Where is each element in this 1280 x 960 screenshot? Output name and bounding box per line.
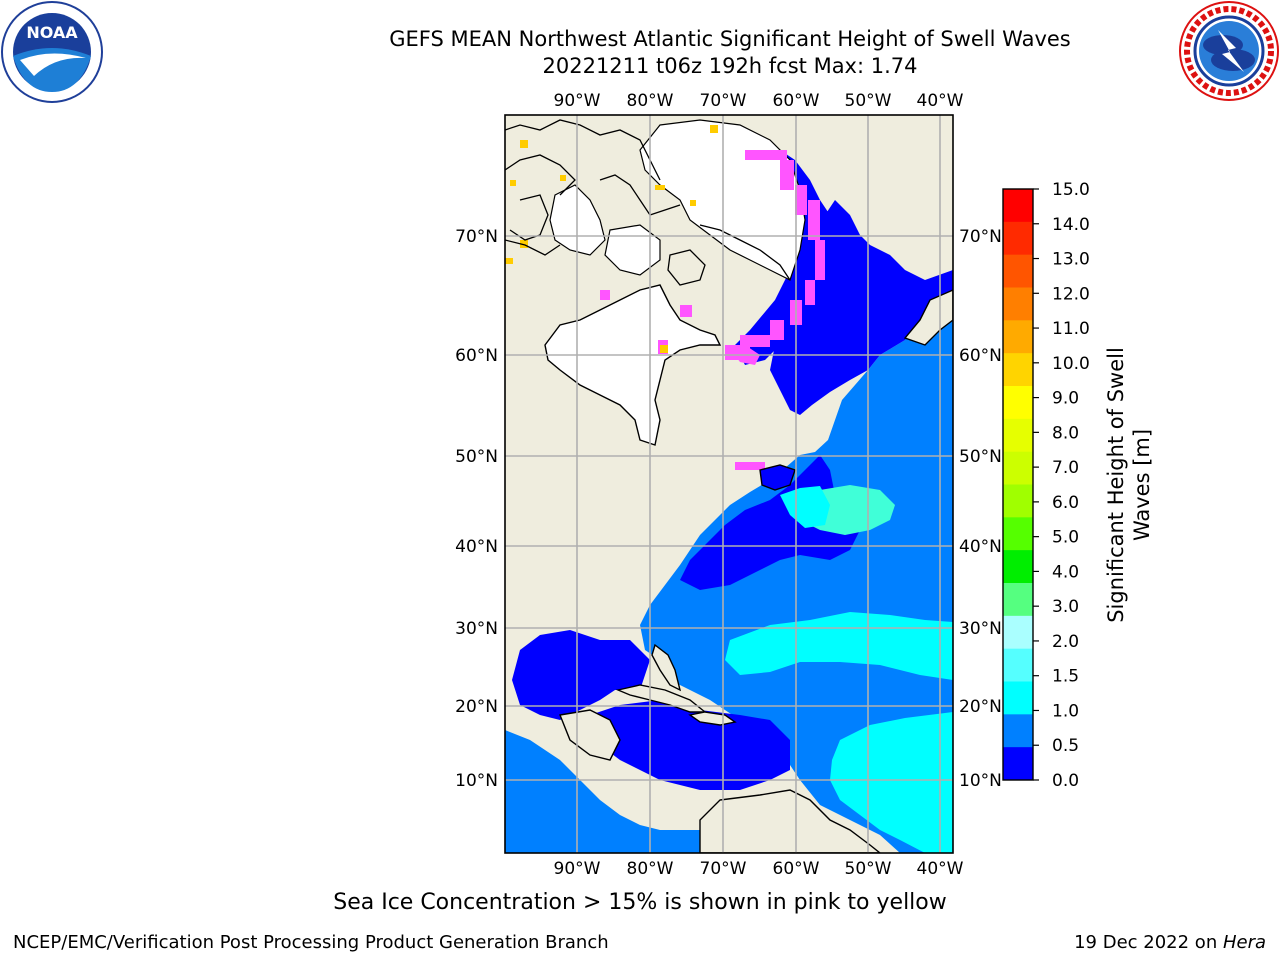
- lon-label-top: 80°W: [627, 91, 674, 111]
- lat-label-right: 40°N: [959, 537, 1002, 557]
- footer-credit: NCEP/EMC/Verification Post Processing Pr…: [13, 932, 609, 953]
- lat-labels-left: 10°N 20°N 30°N 40°N 50°N 60°N 70°N: [455, 227, 498, 791]
- colorbar-tick-label: 10.0: [1052, 354, 1090, 374]
- lat-label-right: 30°N: [959, 619, 1002, 639]
- colorbar-tick-label: 15.0: [1052, 180, 1090, 200]
- colorbar-segment: [1003, 747, 1033, 781]
- colorbar-segment: [1003, 287, 1033, 321]
- lon-label-bottom: 40°W: [917, 859, 964, 879]
- lon-label-top: 70°W: [700, 91, 747, 111]
- colorbar-frame: [1002, 188, 1034, 781]
- colorbar-tick-label: 0.5: [1052, 736, 1079, 756]
- colorbar-segment: [1003, 648, 1033, 682]
- footer-date-text: 19 Dec 2022 on: [1074, 932, 1223, 953]
- lon-label-top: 40°W: [917, 91, 964, 111]
- colorbar-tick-label: 0.0: [1052, 771, 1079, 791]
- chart-title: GEFS MEAN Northwest Atlantic Significant…: [389, 27, 1071, 51]
- colorbar-segment: [1003, 550, 1033, 584]
- colorbar-tick-label: 14.0: [1052, 215, 1090, 235]
- colorbar-tick-label: 4.0: [1052, 562, 1079, 582]
- colorbar-tick-label: 6.0: [1052, 493, 1079, 513]
- ocean-caribbean-sea: [590, 700, 790, 790]
- colorbar-tick-label: 9.0: [1052, 389, 1079, 409]
- colorbar-segment: [1003, 583, 1033, 617]
- lon-label-top: 50°W: [845, 91, 892, 111]
- lat-label-left: 60°N: [455, 346, 498, 366]
- colorbar-tick-label: 7.0: [1052, 458, 1079, 478]
- lat-label-right: 60°N: [959, 346, 1002, 366]
- lon-label-top: 90°W: [554, 91, 601, 111]
- colorbar-tick-label: 11.0: [1052, 319, 1090, 339]
- gridlines: [505, 115, 953, 853]
- ocean-caribbean: [512, 630, 650, 720]
- lon-label-bottom: 60°W: [773, 859, 820, 879]
- lat-label-left: 30°N: [455, 619, 498, 639]
- chart-subtitle: 20221211 t06z 192h fcst Max: 1.74: [542, 54, 918, 78]
- lat-label-right: 70°N: [959, 227, 1002, 247]
- sea-ice-edge: [600, 150, 825, 470]
- lat-label-left: 40°N: [455, 537, 498, 557]
- colorbar-segment: [1003, 353, 1033, 387]
- map-frame: [504, 114, 954, 854]
- colorbar-segment: [1003, 451, 1033, 485]
- colorbar-label-line2: Waves [m]: [1130, 429, 1154, 541]
- colorbar-tick-label: 13.0: [1052, 250, 1090, 270]
- colorbar-tick-label: 12.0: [1052, 284, 1090, 304]
- colorbar-tick-label: 8.0: [1052, 423, 1079, 443]
- ice-hudson-bay: [544, 284, 722, 446]
- lon-label-bottom: 90°W: [554, 859, 601, 879]
- colorbar-tick-label: 2.0: [1052, 632, 1079, 652]
- colorbar-segment: [1003, 221, 1033, 256]
- swell-cyan-central: [725, 612, 953, 680]
- lat-label-right: 10°N: [959, 771, 1002, 791]
- swell-cyan-north-outer: [780, 486, 830, 528]
- footer-host: Hera: [1222, 932, 1266, 953]
- lat-label-right: 50°N: [959, 447, 1002, 467]
- lat-label-left: 50°N: [455, 447, 498, 467]
- lon-label-bottom: 50°W: [845, 859, 892, 879]
- lat-label-left: 10°N: [455, 771, 498, 791]
- ocean-pacific: [505, 730, 770, 853]
- lat-label-left: 70°N: [455, 227, 498, 247]
- footer-date: 19 Dec 2022 on Hera: [1074, 932, 1266, 953]
- colorbar-tick-label: 1.0: [1052, 701, 1079, 721]
- colorbar-segment: [1003, 714, 1033, 748]
- colorbar-tick-label: 5.0: [1052, 528, 1079, 548]
- colorbar-label-line1: Significant Height of Swell: [1104, 347, 1128, 623]
- colorbar: [1003, 189, 1033, 781]
- lon-label-bottom: 80°W: [627, 859, 674, 879]
- colorbar-segment: [1003, 189, 1033, 223]
- colorbar-segment: [1003, 484, 1033, 518]
- noaa-logo-icon: NOAA: [1, 1, 103, 103]
- colorbar-segment: [1003, 681, 1033, 715]
- sea-ice-yellow: [505, 125, 718, 353]
- nws-logo-icon: [1179, 1, 1279, 101]
- noaa-logo-text: NOAA: [26, 23, 78, 42]
- colorbar-segment: [1003, 320, 1033, 354]
- lat-labels-right: 10°N 20°N 30°N 40°N 50°N 60°N 70°N: [959, 227, 1002, 791]
- colorbar-tick-label: 1.5: [1052, 667, 1079, 687]
- colorbar-segment: [1003, 615, 1033, 650]
- arctic-islands: [505, 119, 791, 286]
- lon-label-top: 60°W: [773, 91, 820, 111]
- lon-labels-bottom: 90°W 80°W 70°W 60°W 50°W 40°W: [554, 859, 964, 879]
- colorbar-ticks: 15.0 14.0 13.0 12.0 11.0 10.0 9.0 8.0 7.0 6.0 5.0 4…: [1033, 180, 1090, 791]
- lon-labels-top: 90°W 80°W 70°W 60°W 50°W 40°W: [554, 91, 964, 111]
- colorbar-segment: [1003, 418, 1033, 453]
- lat-label-left: 20°N: [455, 697, 498, 717]
- lon-label-bottom: 70°W: [700, 859, 747, 879]
- sea-ice-note: Sea Ice Concentration > 15% is shown in …: [333, 890, 947, 915]
- swell-cyan-southeast: [830, 712, 953, 853]
- colorbar-segment: [1003, 517, 1033, 551]
- colorbar-tick-label: 3.0: [1052, 597, 1079, 617]
- colorbar-segment: [1003, 254, 1033, 288]
- lat-label-right: 20°N: [959, 697, 1002, 717]
- colorbar-segment: [1003, 386, 1033, 420]
